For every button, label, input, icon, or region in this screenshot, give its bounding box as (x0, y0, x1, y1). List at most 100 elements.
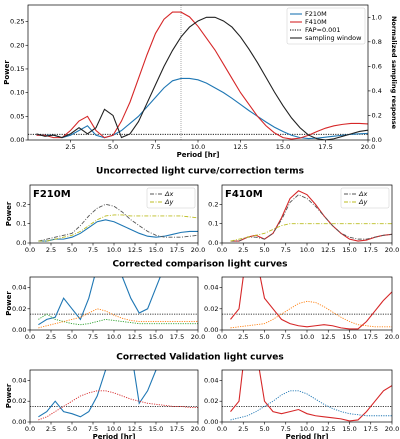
x-tick-label: 15.0 (342, 333, 356, 341)
y-tick-label: 0.04 (12, 376, 26, 384)
x-tick-label: 17.5 (364, 333, 378, 341)
legend-label: FAP=0.001 (305, 26, 341, 34)
x-tick-label: 10.0 (107, 246, 121, 254)
y-tick-label: 0.0 (16, 239, 26, 247)
y-tick-label: 0.20 (10, 41, 24, 49)
x-tick-label: 12.5 (321, 333, 335, 341)
x-tick-label: 5.0 (259, 246, 269, 254)
x-tick-label: 20.0 (385, 246, 399, 254)
x-axis-label: Period [hr] (286, 433, 329, 439)
y-tick-label: 0.04 (204, 284, 218, 292)
series-line (36, 16, 368, 140)
y-tick-label: 0.02 (204, 397, 218, 405)
x-tick-label: 12.5 (128, 246, 142, 254)
x-tick-label: 2.5 (238, 246, 248, 254)
series-line (230, 223, 392, 242)
y-tick-label: 0.2 (208, 200, 218, 208)
x-tick-label: 0.0 (217, 425, 227, 433)
panel-label: F210M (33, 189, 71, 200)
series-line (36, 77, 368, 140)
series-line (230, 370, 392, 422)
x-tick-label: 0.0 (25, 333, 35, 341)
x-tick-label: 12.5 (128, 425, 142, 433)
series-line (230, 277, 392, 330)
x-tick-label: 17.5 (364, 425, 378, 433)
x-tick-label: 10.0 (300, 425, 314, 433)
y2-tick-label: 1.0 (372, 13, 382, 21)
x-tick-label: 17.5 (170, 333, 184, 341)
x-tick-label: 0.0 (217, 333, 227, 341)
legend-box (340, 187, 390, 209)
y-tick-label: 0.02 (12, 305, 26, 313)
x-tick-label: 10.0 (300, 246, 314, 254)
y-tick-label: 0.25 (10, 18, 24, 26)
legend-label: sampling window (305, 34, 362, 42)
y-tick-label: 0.04 (204, 376, 218, 384)
x-tick-label: 7.5 (150, 143, 160, 151)
x-tick-label: 20.0 (385, 333, 399, 341)
axes-frame (221, 369, 393, 423)
x-tick-label: 0.0 (217, 246, 227, 254)
x-tick-label: 17.5 (364, 246, 378, 254)
y2-tick-label: 0.4 (372, 87, 382, 95)
x-tick-label: 15.0 (149, 246, 163, 254)
series-line (38, 370, 157, 418)
x-tick-label: 15.0 (342, 246, 356, 254)
y-axis-label: Power (5, 383, 13, 408)
x-tick-label: 2.5 (238, 425, 248, 433)
x-tick-label: 15.0 (342, 425, 356, 433)
legend-label: Δy (358, 198, 367, 206)
axes-frame (221, 184, 393, 244)
section-title: Corrected Validation light curves (116, 353, 283, 363)
axes-frame (29, 184, 199, 244)
series-line (38, 219, 198, 242)
y-tick-label: 0.00 (10, 136, 24, 144)
x-tick-label: 20.0 (191, 333, 205, 341)
x-tick-label: 2.5 (238, 333, 248, 341)
x-tick-label: 17.5 (170, 246, 184, 254)
x-tick-label: 12.5 (233, 143, 247, 151)
y-tick-label: 0.00 (12, 418, 26, 426)
y-tick-label: 0.04 (12, 284, 26, 292)
legend-box (146, 187, 196, 209)
y-axis-label: Power (5, 201, 13, 226)
x-tick-label: 5.0 (67, 425, 77, 433)
x-tick-label: 2.5 (46, 246, 56, 254)
series-line (230, 194, 392, 242)
x-tick-label: 7.5 (88, 333, 98, 341)
x-tick-label: 15.0 (276, 143, 290, 151)
x-tick-label: 5.0 (67, 246, 77, 254)
x-axis-label: Period [hr] (93, 433, 136, 439)
x-tick-label: 10.0 (300, 333, 314, 341)
y-axis-label: Power (3, 60, 11, 85)
x-tick-label: 20.0 (385, 425, 399, 433)
series-line (38, 214, 198, 242)
x-tick-label: 20.0 (191, 246, 205, 254)
series-line (38, 308, 198, 329)
y-tick-label: 0.15 (10, 65, 24, 73)
axes-frame (27, 4, 369, 141)
x-tick-label: 17.5 (318, 143, 332, 151)
x-axis-label: Period [hr] (177, 151, 220, 159)
legend-box (286, 7, 366, 45)
y-tick-label: 0.00 (204, 418, 218, 426)
axes-frame (221, 276, 393, 331)
y-tick-label: 0.10 (10, 89, 24, 97)
y-tick-label: 0.0 (208, 239, 218, 247)
x-tick-label: 17.5 (170, 425, 184, 433)
y-axis-label: Power (5, 291, 13, 316)
series-line (38, 203, 198, 242)
y-tick-label: 0.05 (10, 112, 24, 120)
y-tick-label: 0.1 (208, 220, 218, 228)
x-tick-label: 2.5 (65, 143, 75, 151)
y2-axis-label: Normalized sampling response (390, 16, 398, 130)
y-tick-label: 0.00 (204, 326, 218, 334)
x-tick-label: 20.0 (361, 143, 375, 151)
x-tick-label: 0.0 (25, 425, 35, 433)
x-tick-label: 2.5 (46, 333, 56, 341)
y-tick-label: 0.02 (204, 305, 218, 313)
legend-label: F410M (305, 18, 327, 26)
x-tick-label: 15.0 (149, 333, 163, 341)
panel-label: F410M (225, 189, 263, 200)
